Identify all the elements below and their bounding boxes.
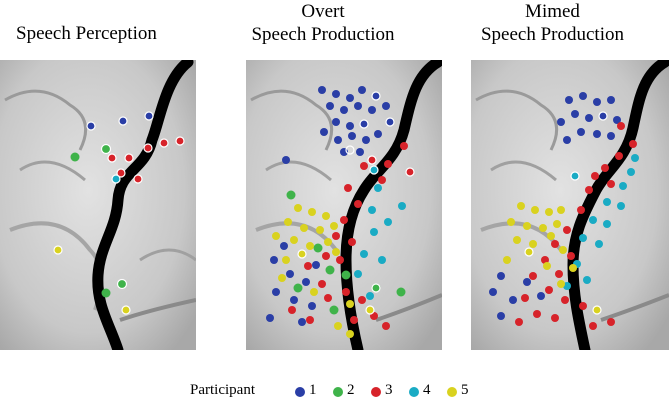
legend-swatch-2 bbox=[333, 387, 343, 397]
legend-swatch-1 bbox=[295, 387, 305, 397]
title-line: Overt bbox=[301, 1, 345, 22]
legend-label-3: 3 bbox=[385, 382, 393, 398]
legend-swatch-3 bbox=[371, 387, 381, 397]
title-line: Speech Production bbox=[480, 24, 624, 45]
panel-title-mimed: Mimed Speech Production bbox=[475, 0, 630, 46]
legend-swatch-5 bbox=[447, 387, 457, 397]
legend-label-1: 1 bbox=[309, 382, 317, 398]
legend-title: Participant bbox=[190, 382, 255, 398]
legend-label-2: 2 bbox=[347, 382, 355, 398]
brain-surface-image bbox=[471, 60, 669, 350]
brain-panel-perception bbox=[0, 60, 196, 350]
brain-panel-mimed bbox=[471, 60, 669, 350]
brain-surface-image bbox=[246, 60, 442, 350]
legend-label-4: 4 bbox=[423, 382, 431, 398]
panel-title-perception: Speech Perception bbox=[16, 22, 157, 45]
legend-swatch-4 bbox=[409, 387, 419, 397]
panel-title-overt: Overt Speech Production bbox=[248, 0, 398, 46]
electrode-dots bbox=[266, 86, 415, 338]
brain-panel-overt bbox=[246, 60, 442, 350]
title-line: Speech Perception bbox=[16, 23, 157, 44]
brain-surface-image bbox=[0, 60, 196, 350]
title-line: Speech Production bbox=[251, 24, 395, 45]
electrode-dots bbox=[489, 92, 639, 330]
title-line: Mimed bbox=[525, 1, 580, 22]
legend-label-5: 5 bbox=[461, 382, 469, 398]
electrode-dots bbox=[53, 111, 185, 315]
